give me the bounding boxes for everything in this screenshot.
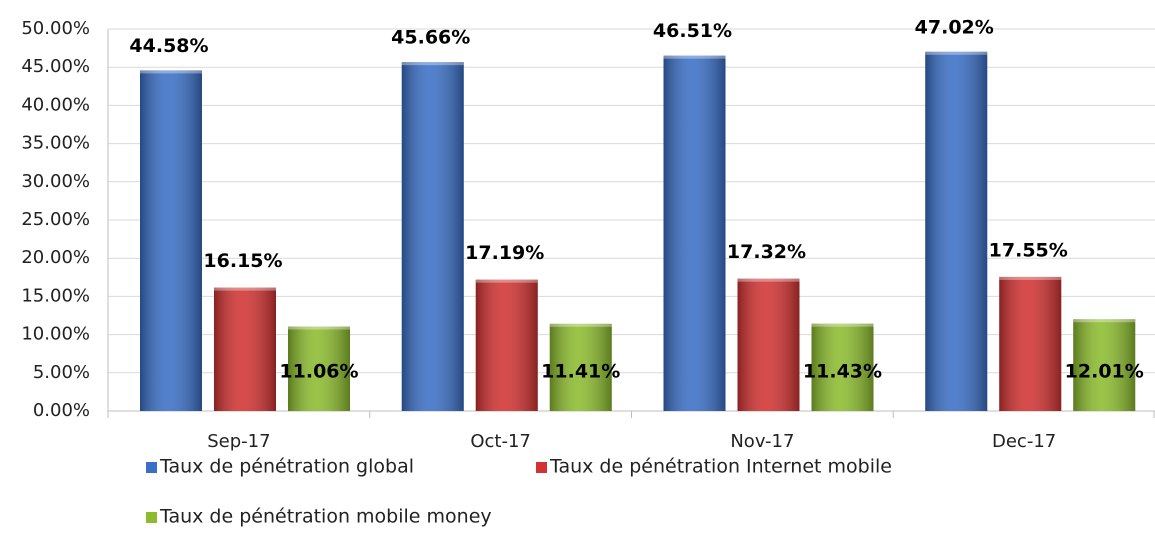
value-label: 16.15%: [203, 250, 282, 272]
y-tick-label: 5.00%: [33, 362, 90, 383]
bar-cap: [288, 326, 350, 330]
bar: [401, 62, 464, 412]
bar-cap: [811, 323, 874, 327]
bar-shade: [737, 278, 800, 411]
bar-cap: [999, 276, 1062, 280]
bar: [1073, 319, 1136, 411]
y-tick-label: 20.00%: [21, 247, 90, 268]
value-label: 46.51%: [653, 20, 732, 42]
y-tick-label: 35.00%: [21, 133, 90, 154]
bar: [663, 55, 726, 411]
bar-cap: [1073, 319, 1136, 323]
bar: [999, 276, 1062, 411]
bar: [925, 51, 988, 411]
legend-swatch: [146, 462, 157, 473]
bar: [140, 70, 202, 411]
value-label: 11.41%: [541, 361, 620, 383]
x-tick-label: Nov-17: [730, 431, 794, 452]
x-tick-label: Sep-17: [207, 431, 270, 452]
x-tick-label: Dec-17: [992, 431, 1056, 452]
bar-shade: [549, 323, 612, 411]
legend-label: Taux de pénétration Internet mobile: [549, 456, 892, 478]
y-tick-label: 15.00%: [21, 285, 90, 306]
bar-shade: [999, 276, 1062, 411]
bar-cap: [737, 278, 800, 282]
bar-cap: [401, 62, 464, 66]
value-label: 11.06%: [279, 361, 358, 383]
y-tick-label: 25.00%: [21, 209, 90, 230]
bar-shade: [1073, 319, 1136, 411]
legend-swatch: [536, 462, 547, 473]
bar-cap: [140, 70, 202, 74]
bar: [288, 326, 350, 411]
value-label: 17.32%: [727, 241, 806, 263]
value-label: 17.55%: [989, 239, 1068, 261]
y-tick-label: 50.00%: [21, 18, 90, 39]
y-tick-label: 45.00%: [21, 56, 90, 77]
value-label: 44.58%: [129, 35, 208, 57]
bar-cap: [925, 51, 988, 55]
bar-shade: [214, 287, 276, 411]
value-label: 12.01%: [1065, 361, 1144, 383]
y-tick-label: 40.00%: [21, 94, 90, 115]
y-tick-label: 30.00%: [21, 171, 90, 192]
y-tick-label: 0.00%: [33, 400, 90, 421]
y-tick-label: 10.00%: [21, 324, 90, 345]
bar-cap: [549, 323, 612, 327]
bar: [737, 278, 800, 411]
bar-shade: [475, 279, 538, 411]
legend-swatch: [146, 512, 157, 523]
bar-shade: [663, 55, 726, 411]
value-label: 45.66%: [391, 27, 470, 49]
bar-shade: [811, 323, 874, 411]
x-tick-label: Oct-17: [470, 431, 531, 452]
bar-shade: [925, 51, 988, 411]
legend-label: Taux de pénétration global: [159, 456, 414, 478]
value-label: 17.19%: [465, 242, 544, 264]
bar: [549, 323, 612, 411]
bar-cap: [663, 55, 726, 59]
bar: [214, 287, 276, 411]
bar-cap: [475, 279, 538, 283]
bar-shade: [288, 326, 350, 411]
value-label: 11.43%: [803, 361, 882, 383]
bar: [811, 323, 874, 411]
bar-shade: [401, 62, 464, 412]
legend-label: Taux de pénétration mobile money: [159, 506, 492, 528]
bar-shade: [140, 70, 202, 411]
value-label: 47.02%: [915, 16, 994, 38]
bar: [475, 279, 538, 411]
bar-cap: [214, 287, 276, 291]
